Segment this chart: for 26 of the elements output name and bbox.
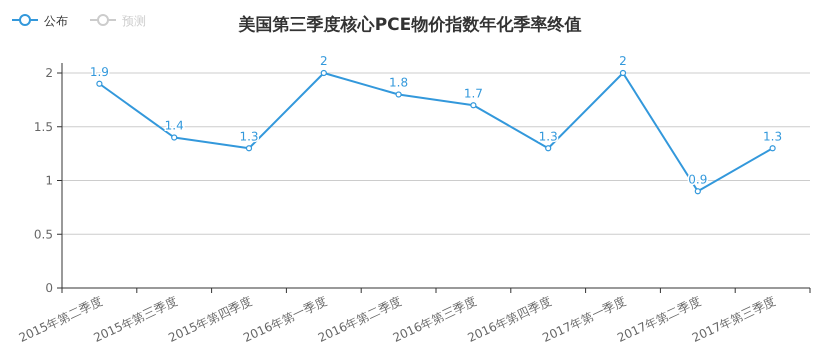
point	[320, 70, 327, 76]
point	[470, 102, 476, 108]
point	[545, 145, 552, 152]
data-label: 1.9	[90, 64, 109, 79]
point	[620, 70, 626, 76]
y-tick-label: 1	[45, 174, 53, 188]
data-label: 1.3	[763, 129, 782, 144]
y-tick-label: 0.5	[34, 227, 53, 242]
y-tick-label: 2	[45, 66, 53, 80]
data-label: 2	[320, 54, 328, 68]
point	[171, 134, 178, 141]
point	[694, 188, 701, 194]
point	[246, 145, 252, 152]
point	[96, 80, 102, 87]
point	[770, 145, 776, 152]
data-label: 1.3	[538, 129, 558, 144]
y-tick-label: 1.5	[34, 120, 53, 134]
data-label: 2	[619, 54, 627, 68]
chart-title: 美国第三季度核心PCE物价指数年化季率终值	[238, 15, 582, 35]
data-label: 1.3	[239, 129, 259, 144]
point	[396, 91, 402, 98]
data-label: 1.8	[389, 76, 408, 90]
legend-label: 公布	[44, 14, 68, 28]
y-tick-label: 0	[45, 281, 53, 295]
data-label: 1.4	[164, 118, 184, 132]
data-label: 1.7	[464, 86, 483, 100]
